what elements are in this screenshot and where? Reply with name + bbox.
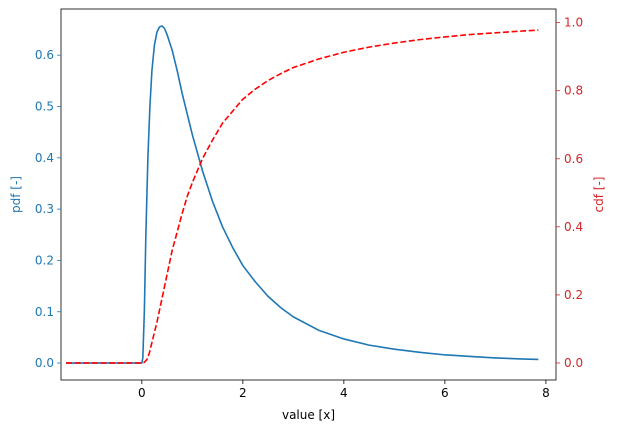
left-y-axis: 0.0 0.1 0.2 0.3 0.4 0.5 0.6 <box>35 48 61 370</box>
left-y-axis-label: pdf [-] <box>9 176 23 213</box>
left-y-tick-label: 0.0 <box>35 356 54 370</box>
x-tick-label: 2 <box>239 386 247 400</box>
cdf-series-line <box>66 29 539 364</box>
x-tick-label: 0 <box>138 386 146 400</box>
right-y-tick-label: 0.6 <box>564 152 583 166</box>
x-tick-label: 6 <box>441 386 449 400</box>
left-y-tick-label: 0.5 <box>35 99 54 113</box>
right-y-tick-label: 0.0 <box>564 356 583 370</box>
right-y-tick-label: 1.0 <box>564 16 583 30</box>
right-y-axis: 0.0 0.2 0.4 0.6 0.8 1.0 <box>556 16 583 370</box>
right-y-axis-label: cdf [-] <box>592 177 606 213</box>
x-axis-label: value [x] <box>282 408 335 422</box>
right-y-tick-label: 0.4 <box>564 220 583 234</box>
x-tick-label: 8 <box>542 386 550 400</box>
left-y-tick-label: 0.4 <box>35 151 54 165</box>
left-y-tick-label: 0.6 <box>35 48 54 62</box>
left-y-tick-label: 0.2 <box>35 253 54 267</box>
left-y-tick-label: 0.3 <box>35 202 54 216</box>
right-y-tick-label: 0.8 <box>564 84 583 98</box>
plot-frame <box>60 8 557 381</box>
pdf-series-line <box>66 25 539 364</box>
right-y-tick-label: 0.2 <box>564 288 583 302</box>
x-tick-label: 4 <box>340 386 348 400</box>
series-layer <box>66 25 539 364</box>
left-y-tick-label: 0.1 <box>35 305 54 319</box>
x-axis: 0 2 4 6 8 <box>138 380 550 400</box>
